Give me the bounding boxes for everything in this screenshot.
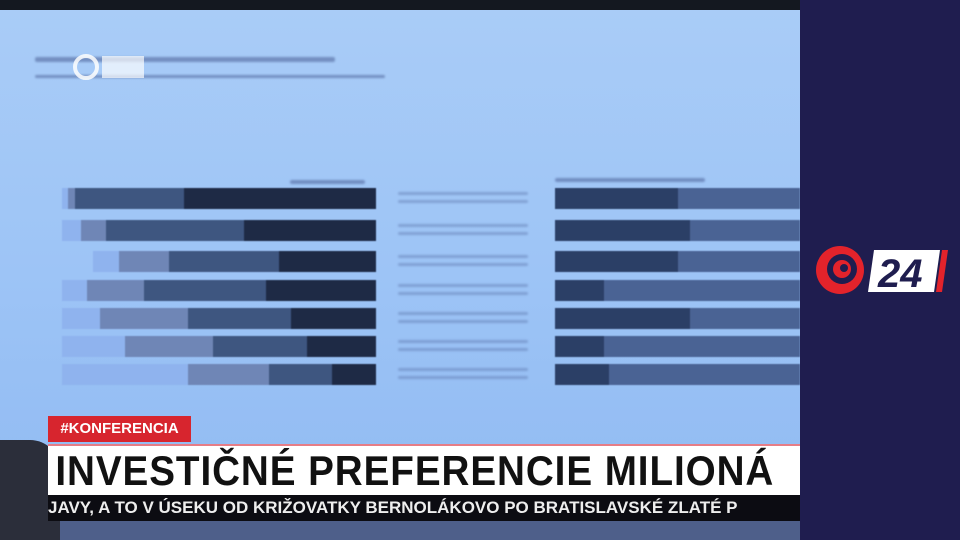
bar-segment <box>555 251 678 272</box>
bar-segment <box>608 364 800 385</box>
bar-segment <box>269 364 333 385</box>
slide-bar <box>555 220 800 241</box>
slide-bar <box>62 188 376 209</box>
bar-segment <box>68 188 75 209</box>
category-tag: #KONFERENCIA <box>48 416 191 442</box>
bar-segment <box>62 188 69 209</box>
video-frame: #KONFERENCIA INVESTIČNÉ PREFERENCIE MILI… <box>0 0 800 540</box>
row-label-line <box>398 263 528 266</box>
row-label-line <box>398 376 528 379</box>
row-label-line <box>398 284 528 287</box>
headline-bar: INVESTIČNÉ PREFERENCIE MILIONÁ <box>48 444 800 495</box>
bar-segment <box>555 280 604 301</box>
slide-subtitle <box>35 75 385 78</box>
ticker-text: JAVY, A TO V ÚSEKU OD KRIŽOVATKY BERNOLÁ… <box>48 498 738 517</box>
bar-segment <box>604 280 800 301</box>
bar-segment <box>93 251 119 272</box>
right-chart-heading <box>555 178 705 182</box>
bar-segment <box>332 364 376 385</box>
bar-segment <box>677 251 800 272</box>
bar-segment <box>124 336 213 357</box>
bar-segment <box>62 220 81 241</box>
row-label-line <box>398 224 528 227</box>
row-label-line <box>398 320 528 323</box>
bar-segment <box>87 280 144 301</box>
left-chart-heading <box>290 180 365 184</box>
bar-segment <box>118 251 169 272</box>
bar-segment <box>105 220 245 241</box>
slide-title <box>35 57 335 62</box>
row-label-line <box>398 348 528 351</box>
slide-bar <box>62 308 376 329</box>
slide-bar <box>555 280 800 301</box>
row-label-line <box>398 368 528 371</box>
bar-segment <box>187 308 292 329</box>
headline-text: INVESTIČNÉ PREFERENCIE MILIONÁ <box>55 447 775 494</box>
bar-segment <box>689 220 800 241</box>
news-ticker: JAVY, A TO V ÚSEKU OD KRIŽOVATKY BERNOLÁ… <box>48 495 800 521</box>
bar-segment <box>689 308 800 329</box>
bar-segment <box>62 364 188 385</box>
slide-bar <box>62 336 376 357</box>
bar-segment <box>62 280 88 301</box>
bar-segment <box>555 220 690 241</box>
presentation-slide <box>0 10 800 450</box>
slide-bar <box>62 280 376 301</box>
row-label-line <box>398 292 528 295</box>
bar-segment <box>143 280 267 301</box>
bar-segment <box>74 188 185 209</box>
slide-bar <box>62 220 376 241</box>
channel-logo: 24 <box>816 246 948 296</box>
bar-segment <box>212 336 307 357</box>
bar-segment <box>555 336 604 357</box>
swirl-icon <box>816 246 864 294</box>
bar-segment <box>244 220 376 241</box>
row-label-line <box>398 255 528 258</box>
slide-bar <box>555 308 800 329</box>
bar-segment <box>168 251 279 272</box>
logo-text: 24 <box>877 252 923 296</box>
bar-segment <box>306 336 376 357</box>
bar-segment <box>555 188 678 209</box>
bar-segment <box>677 188 800 209</box>
row-label-line <box>398 200 528 203</box>
row-label-line <box>398 232 528 235</box>
bar-segment <box>187 364 270 385</box>
bar-segment <box>555 364 609 385</box>
bar-segment <box>266 280 376 301</box>
bar-segment <box>80 220 106 241</box>
slide-bar <box>62 364 376 385</box>
bar-segment <box>62 308 100 329</box>
watermark-logo <box>73 54 144 80</box>
row-label-line <box>398 340 528 343</box>
bar-segment <box>555 308 690 329</box>
row-label-line <box>398 192 528 195</box>
row-label-line <box>398 312 528 315</box>
slide-bar <box>555 336 800 357</box>
slide-bar <box>555 188 800 209</box>
slide-bar <box>93 251 376 272</box>
bar-segment <box>62 336 125 357</box>
bar-segment <box>278 251 376 272</box>
bar-segment <box>99 308 188 329</box>
bar-segment <box>291 308 376 329</box>
bar-segment <box>184 188 376 209</box>
slide-bar <box>555 364 800 385</box>
slide-bar <box>555 251 800 272</box>
bar-segment <box>604 336 800 357</box>
